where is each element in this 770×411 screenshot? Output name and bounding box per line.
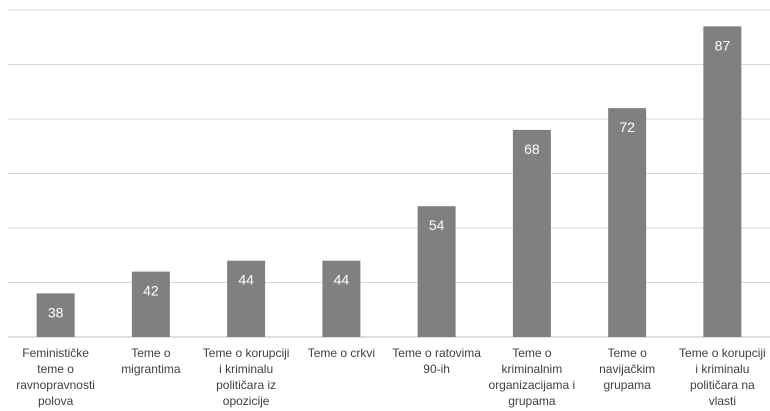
bar xyxy=(512,129,551,337)
category-label: Teme o korupciji i kriminalu političara iz… xyxy=(203,346,290,408)
category-label-line: Teme o xyxy=(512,346,552,360)
category-label-line: grupama xyxy=(603,378,651,392)
category-label-line: opozicije xyxy=(223,394,270,408)
category-label-line: Teme o xyxy=(131,346,171,360)
gridlines xyxy=(8,9,770,338)
bar xyxy=(703,26,742,337)
category-label-line: Teme o korupciji xyxy=(679,346,766,360)
category-label: Teme o kriminalnim organizacijama i grupama xyxy=(489,346,576,408)
category-label-line: Teme o crkvi xyxy=(308,346,375,360)
data-label: 44 xyxy=(334,272,350,288)
bar xyxy=(608,108,647,337)
data-label: 72 xyxy=(619,119,635,135)
bar xyxy=(131,271,170,337)
category-label: Teme o crkvi xyxy=(308,346,375,360)
data-label: 42 xyxy=(143,283,159,299)
category-label-line: i kriminalu xyxy=(695,362,749,376)
data-label: 68 xyxy=(524,141,540,157)
bars xyxy=(36,26,742,337)
category-label-line: političara na xyxy=(690,378,755,392)
category-label-line: Teme o ratovima xyxy=(392,346,481,360)
category-label-line: grupama xyxy=(508,394,556,408)
category-label-line: 90-ih xyxy=(423,362,450,376)
category-label-line: polova xyxy=(38,394,74,408)
category-label: Teme o navijačkim grupama xyxy=(599,346,655,392)
bar xyxy=(417,206,456,337)
bar xyxy=(322,260,361,337)
data-label: 38 xyxy=(48,304,64,320)
category-label: Teme o migrantima xyxy=(121,346,181,376)
category-label-line: političara iz xyxy=(216,378,276,392)
category-label-line: i kriminalu xyxy=(219,362,273,376)
category-label-line: Teme o xyxy=(607,346,647,360)
data-label: 54 xyxy=(429,217,445,233)
bar xyxy=(36,293,75,337)
category-label: Teme o ratovima 90-ih xyxy=(392,346,481,376)
bar xyxy=(227,260,266,337)
data-label: 44 xyxy=(238,272,254,288)
category-label-line: navijačkim xyxy=(599,362,655,376)
category-label: Feminističke teme o ravnopravnosti polova xyxy=(16,346,95,408)
category-label: Teme o korupciji i kriminalu političara na… xyxy=(679,346,766,408)
category-label-line: vlasti xyxy=(709,394,736,408)
category-label-line: kriminalnim xyxy=(502,362,563,376)
data-label: 87 xyxy=(715,37,731,53)
category-label-line: organizacijama i xyxy=(489,378,576,392)
category-labels: Feminističke teme o ravnopravnosti polova Te… xyxy=(16,346,765,408)
category-label-line: teme o xyxy=(37,362,74,376)
category-label-line: ravnopravnosti xyxy=(16,378,95,392)
category-label-line: migrantima xyxy=(121,362,181,376)
category-label-line: Feminističke xyxy=(22,346,89,360)
category-label-line: Teme o korupciji xyxy=(203,346,290,360)
data-labels: 38 42 44 44 54 68 72 87 xyxy=(48,37,731,320)
